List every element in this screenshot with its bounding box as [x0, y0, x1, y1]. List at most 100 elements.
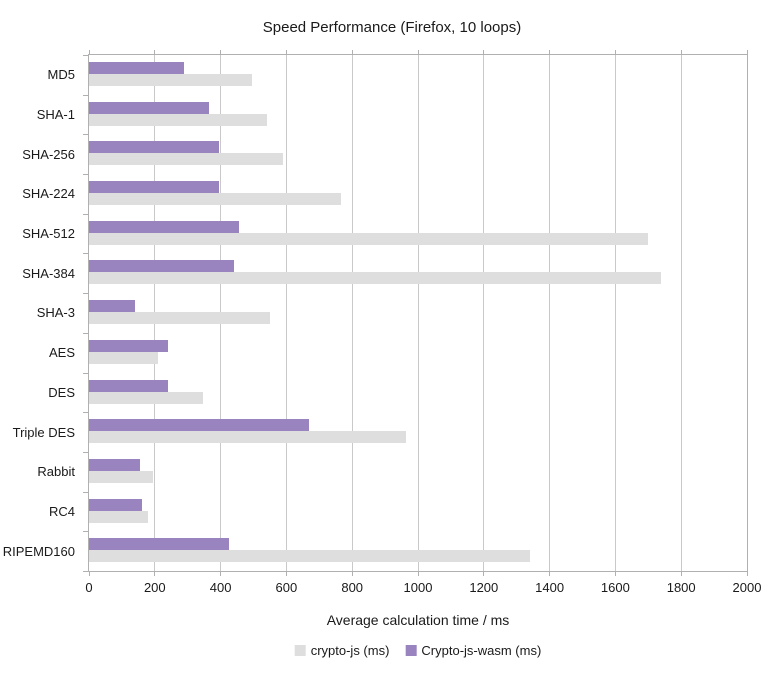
category-label-RC4: RC4	[48, 503, 75, 519]
x-tick-label-2000: 2000	[732, 580, 762, 595]
bar-crypto-js-wasm-DES	[89, 379, 168, 392]
y-tick-mark	[83, 55, 89, 56]
x-tick-mark-bottom	[680, 571, 682, 576]
bar-crypto-js-SHA-384	[89, 272, 662, 285]
bar-crypto-js-wasm-SHA-1	[89, 101, 210, 114]
y-tick-mark	[83, 332, 89, 334]
x-tick-mark-bottom	[154, 571, 156, 576]
category-label-Triple DES: Triple DES	[12, 424, 75, 440]
x-tick-label-800: 800	[341, 580, 364, 595]
legend-swatch-icon	[405, 645, 417, 656]
x-tick-label-400: 400	[209, 580, 232, 595]
y-tick-mark	[83, 134, 89, 136]
x-tick-mark-top	[614, 50, 616, 54]
x-tick-label-1000: 1000	[403, 580, 433, 595]
gridline-x-1200	[483, 55, 485, 571]
x-tick-mark-top	[680, 50, 682, 54]
x-tick-mark-bottom	[614, 571, 616, 576]
bar-crypto-js-wasm-RIPEMD160	[89, 538, 229, 551]
bar-crypto-js-wasm-Rabbit	[89, 458, 140, 471]
x-tick-mark-top	[351, 50, 353, 54]
x-axis-title: Average calculation time / ms	[326, 612, 510, 628]
category-axis: MD5 SHA-1 SHA-256 SHA-224 SHA-512 SHA-384 SHA-…	[0, 55, 82, 571]
category-label-RIPEMD160: RIPEMD160	[2, 543, 75, 559]
x-tick-label-600: 600	[275, 580, 298, 595]
legend-label: crypto-js (ms)	[310, 643, 390, 658]
x-tick-mark-bottom	[417, 571, 419, 576]
x-tick-mark-bottom	[351, 571, 353, 576]
y-tick-mark	[83, 94, 89, 96]
x-tick-mark-bottom	[220, 571, 222, 576]
bar-crypto-js-SHA-512	[89, 232, 649, 245]
x-tick-mark-top	[88, 50, 90, 54]
y-tick-mark	[83, 491, 89, 493]
plot-area	[88, 54, 748, 572]
x-tick-label-1600: 1600	[600, 580, 630, 595]
bar-crypto-js-wasm-SHA-256	[89, 141, 219, 154]
y-tick-mark	[83, 571, 89, 572]
y-tick-mark	[83, 174, 89, 176]
bar-crypto-js-wasm-SHA-384	[89, 260, 234, 273]
x-tick-mark-bottom	[285, 571, 287, 576]
gridline-x-1400	[549, 55, 551, 571]
y-tick-mark	[83, 293, 89, 295]
bar-crypto-js-wasm-SHA-224	[89, 181, 219, 194]
legend: crypto-js (ms) Crypto-js-wasm (ms)	[294, 643, 541, 658]
x-tick-mark-bottom	[549, 571, 551, 576]
category-label-MD5: MD5	[47, 67, 75, 83]
x-tick-mark-top	[285, 50, 287, 54]
bar-crypto-js-Triple DES	[89, 431, 407, 444]
bar-crypto-js-wasm-SHA-3	[89, 300, 136, 313]
category-label-SHA-3: SHA-3	[36, 305, 75, 321]
y-tick-mark	[83, 531, 89, 533]
y-tick-mark	[83, 372, 89, 374]
chart-title: Speed Performance (Firefox, 10 loops)	[262, 19, 522, 36]
bar-crypto-js-MD5	[89, 74, 252, 86]
category-label-AES: AES	[48, 345, 75, 361]
category-label-Rabbit: Rabbit	[37, 464, 75, 480]
gridline-x-1000	[417, 55, 419, 571]
bar-crypto-js-SHA-3	[89, 312, 270, 325]
bar-crypto-js-wasm-Triple DES	[89, 419, 310, 432]
y-tick-mark	[83, 451, 89, 453]
x-tick-label-200: 200	[143, 580, 166, 595]
category-label-SHA-512: SHA-512	[22, 226, 75, 242]
x-tick-mark-top	[483, 50, 485, 54]
x-tick-label-1800: 1800	[666, 580, 696, 595]
category-label-SHA-224: SHA-224	[22, 186, 75, 202]
category-label-DES: DES	[48, 384, 75, 400]
category-label-SHA-1: SHA-1	[36, 107, 75, 123]
bar-crypto-js-wasm-RC4	[89, 498, 142, 511]
bar-crypto-js-wasm-AES	[89, 339, 168, 352]
y-tick-mark	[83, 253, 89, 255]
x-tick-mark-bottom	[746, 571, 748, 576]
gridline-x-1800	[680, 55, 682, 571]
category-label-SHA-256: SHA-256	[22, 146, 75, 162]
bar-crypto-js-AES	[89, 351, 159, 364]
bar-crypto-js-DES	[89, 391, 203, 404]
x-tick-mark-top	[417, 50, 419, 54]
y-tick-mark	[83, 213, 89, 215]
x-tick-mark-bottom	[88, 571, 90, 576]
x-tick-label-1400: 1400	[535, 580, 565, 595]
x-tick-mark-top	[154, 50, 156, 54]
x-tick-mark-top	[220, 50, 222, 54]
bar-crypto-js-SHA-1	[89, 113, 267, 126]
x-tick-mark-top	[549, 50, 551, 54]
bar-crypto-js-SHA-224	[89, 193, 341, 206]
bar-crypto-js-SHA-256	[89, 153, 284, 166]
legend-label: Crypto-js-wasm (ms)	[421, 643, 542, 658]
bar-crypto-js-wasm-SHA-512	[89, 220, 239, 233]
category-label-SHA-384: SHA-384	[22, 265, 75, 281]
bar-crypto-js-wasm-MD5	[89, 62, 185, 74]
bar-crypto-js-RIPEMD160	[89, 550, 530, 563]
x-tick-mark-bottom	[483, 571, 485, 576]
legend-item-crypto-js-wasm: Crypto-js-wasm (ms)	[405, 643, 541, 658]
y-tick-mark	[83, 412, 89, 414]
x-tick-mark-top	[746, 50, 748, 54]
bar-crypto-js-RC4	[89, 510, 149, 523]
legend-item-crypto-js: crypto-js (ms)	[294, 643, 390, 658]
gridline-x-800	[351, 55, 353, 571]
gridline-x-1600	[614, 55, 616, 571]
